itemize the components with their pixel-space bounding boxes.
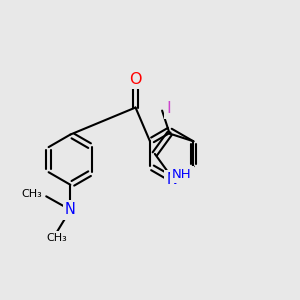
Text: CH₃: CH₃ (22, 189, 42, 199)
Text: N: N (65, 202, 76, 217)
Text: CH₃: CH₃ (46, 233, 67, 243)
Text: O: O (129, 71, 142, 86)
Text: NH: NH (172, 168, 192, 181)
Text: N: N (166, 172, 177, 188)
Text: I: I (166, 101, 171, 116)
